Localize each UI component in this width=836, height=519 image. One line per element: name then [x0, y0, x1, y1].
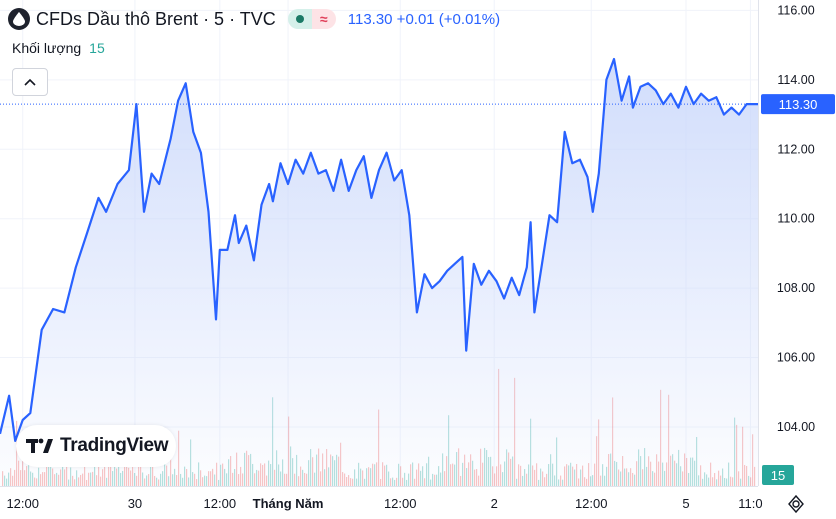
price-area-fill	[0, 59, 758, 486]
volume-value: 15	[89, 40, 105, 56]
y-tick-label: 112.00	[777, 142, 814, 156]
oil-drop-icon	[8, 8, 30, 30]
x-tick-label: 12:00	[6, 496, 39, 511]
x-tick-label: 12:00	[204, 496, 237, 511]
tradingview-logo-icon	[26, 438, 53, 453]
symbol-title[interactable]: CFDs Dầu thô Brent · 5 · TVC	[36, 8, 276, 29]
collapse-legend-button[interactable]	[12, 68, 48, 96]
y-tick-label: 108.00	[777, 281, 815, 295]
last-price-tag	[761, 94, 835, 115]
volume-legend[interactable]: Khối lượng 15	[12, 40, 105, 56]
tradingview-watermark[interactable]: TradingView	[16, 425, 176, 467]
y-tick-label: 106.00	[777, 351, 815, 365]
market-open-icon	[287, 9, 312, 29]
x-tick-label: 11:0	[738, 496, 762, 511]
volume-label: Khối lượng	[12, 40, 82, 56]
volume-tag-label: 15	[771, 468, 785, 483]
data-delay-icon: ≈	[311, 9, 336, 29]
y-tick-label: 116.00	[777, 3, 814, 17]
x-tick-label: 2	[491, 496, 498, 511]
x-tick-label: Tháng Năm	[253, 496, 324, 511]
chevron-up-icon	[24, 78, 36, 86]
chart-header: CFDs Dầu thô Brent · 5 · TVC ≈ 113.30 +0…	[8, 6, 500, 32]
x-tick-label: 5	[682, 496, 689, 511]
price-line[interactable]	[0, 57, 758, 442]
settings-icon[interactable]	[786, 494, 806, 514]
price-readout: 113.30 +0.01 (+0.01%)	[347, 10, 501, 28]
y-tick-label: 114.00	[777, 73, 814, 87]
last-price-label: 113.30	[779, 97, 818, 112]
x-tick-label: 12:00	[384, 496, 417, 511]
watermark-text: TradingView	[60, 435, 169, 456]
volume-tag	[762, 465, 794, 485]
y-tick-label: 104.00	[777, 420, 815, 434]
x-tick-label: 12:00	[575, 496, 608, 511]
y-tick-label: 110.00	[777, 212, 814, 226]
x-tick-label: 30	[128, 496, 142, 511]
market-status-pill[interactable]: ≈	[287, 9, 336, 29]
